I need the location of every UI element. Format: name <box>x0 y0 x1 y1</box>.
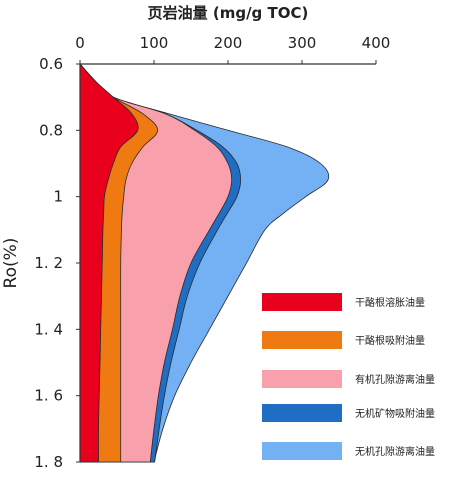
legend-label: 干酪根溶胀油量 <box>355 296 425 309</box>
x-tick-label: 200 <box>214 34 243 52</box>
x-axis-title: 页岩油量 (mg/g TOC) <box>148 4 309 22</box>
legend-label: 干酪根吸附油量 <box>355 334 425 347</box>
legend-label: 无机孔隙游离油量 <box>355 445 435 458</box>
y-tick-label: 0.6 <box>39 55 63 73</box>
x-tick-labels: 0 100 200 300 400 <box>75 34 390 64</box>
y-tick-label: 1. 8 <box>34 453 63 471</box>
legend-swatch <box>262 293 342 311</box>
y-tick-label: 1. 6 <box>34 387 63 405</box>
x-tick-label: 0 <box>75 34 85 52</box>
y-tick-labels: 0.6 0.8 1 1. 2 1. 4 1. 6 1. 8 <box>34 55 80 471</box>
y-tick-label: 1. 4 <box>34 320 63 338</box>
area-layers <box>79 62 330 463</box>
legend-label: 无机矿物吸附油量 <box>355 407 435 420</box>
x-tick-label: 100 <box>140 34 169 52</box>
legend-swatch <box>262 331 342 349</box>
legend-swatch <box>262 404 342 422</box>
y-tick-label: 1. 2 <box>34 254 63 272</box>
y-axis-title: Ro(%) <box>1 238 21 289</box>
legend-label: 有机孔隙游离油量 <box>355 373 435 386</box>
legend-swatch <box>262 370 342 388</box>
y-tick-label: 1 <box>53 188 63 206</box>
x-tick-label: 300 <box>288 34 317 52</box>
legend-swatch <box>262 442 342 460</box>
area-1 <box>79 62 139 463</box>
y-tick-label: 0.8 <box>39 121 63 139</box>
x-tick-label: 400 <box>362 34 391 52</box>
